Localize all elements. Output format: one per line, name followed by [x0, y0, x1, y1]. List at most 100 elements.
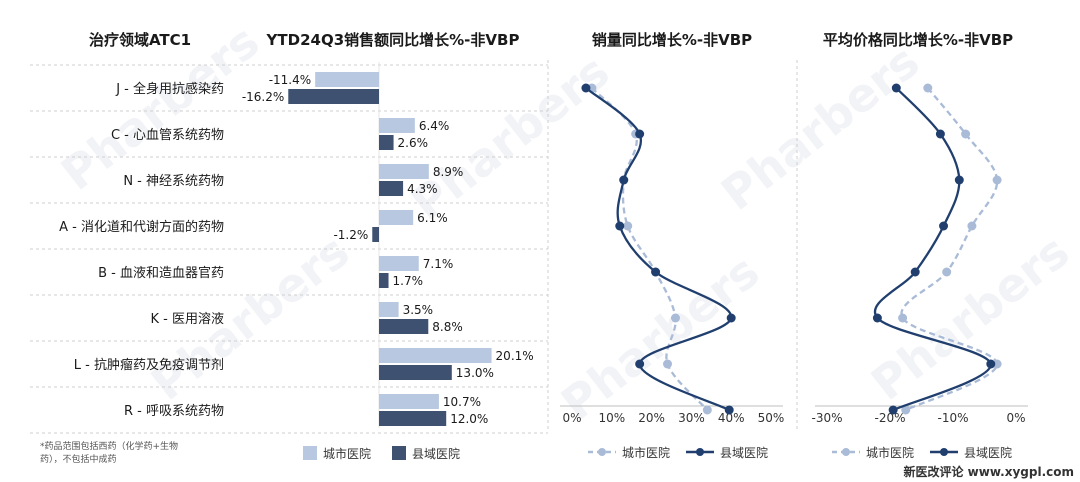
- bar-city: [379, 210, 414, 225]
- category-label: L - 抗肿瘤药及免疫调节剂: [74, 357, 224, 373]
- category-label: B - 血液和造血器官药: [98, 265, 224, 281]
- point-county: [872, 313, 882, 323]
- bar-county: [288, 89, 379, 104]
- category-labels: J - 全身用抗感染药 C - 心血管系统药物 N - 神经系统药物 A - 消化道和…: [59, 81, 224, 419]
- bar-city: [379, 348, 492, 363]
- bar-data-label: 6.4%: [419, 119, 450, 133]
- point-county: [935, 129, 945, 139]
- footnote-line-1: *药品范围包括西药（化学药+生物: [40, 440, 178, 452]
- bar-data-label: 4.3%: [407, 182, 438, 196]
- bar-data-label: 13.0%: [456, 366, 494, 380]
- price-chart: -30% -20% -10% 0%: [811, 83, 1028, 425]
- legend-marker-county: [696, 448, 704, 456]
- bar-data-label: 6.1%: [417, 211, 448, 225]
- bar-city: [379, 256, 419, 271]
- point-city: [901, 405, 911, 415]
- bar-county: [379, 365, 452, 380]
- bar-data-label: 8.8%: [432, 320, 463, 334]
- legend-swatch-city: [303, 446, 317, 460]
- legend-label-city: 城市医院: [866, 445, 914, 460]
- bar-county: [379, 411, 447, 426]
- legend-label-county: 县域医院: [412, 447, 460, 461]
- point-city: [623, 221, 633, 231]
- point-city: [992, 359, 1002, 369]
- bar-county: [372, 227, 379, 242]
- legend-label-county: 县域医院: [964, 446, 1012, 460]
- category-label: N - 神经系统药物: [123, 174, 224, 189]
- point-city: [923, 83, 933, 93]
- bar-city: [379, 302, 399, 317]
- x-tick-label: 30%: [678, 411, 705, 425]
- bar-data-label: 1.7%: [393, 274, 424, 288]
- bar-data-label: 12.0%: [450, 412, 488, 426]
- point-county: [651, 267, 661, 277]
- bar-city: [379, 118, 415, 133]
- bar-data-label: -16.2%: [242, 90, 284, 104]
- source-mark: 新医改评论 www.xygpl.com: [903, 464, 1074, 479]
- x-tick-label: 40%: [718, 411, 745, 425]
- bar-county: [379, 181, 404, 196]
- sales-bars: -11.4% 6.4% 8.9% 6.1% 7.1% 3.5% 20.1% 10.7% -16.…: [242, 62, 534, 428]
- x-tick-label: -20%: [874, 411, 905, 425]
- x-tick-label: -30%: [811, 411, 842, 425]
- header-price: 平均价格同比增长%-非VBP: [823, 31, 1013, 49]
- point-county: [724, 405, 734, 415]
- bar-county: [379, 273, 389, 288]
- bar-county: [379, 319, 429, 334]
- point-county: [939, 221, 949, 231]
- volume-legend: 城市医院 县域医院: [588, 445, 768, 460]
- legend-marker-city: [842, 448, 850, 456]
- bar-county: [379, 135, 394, 150]
- header-sales: YTD24Q3销售额同比增长%-非VBP: [266, 31, 520, 49]
- point-city: [702, 405, 712, 415]
- category-label: A - 消化道和代谢方面的药物: [59, 219, 224, 235]
- price-legend: 城市医院 县域医院: [832, 445, 1012, 460]
- volume-chart: 0% 10% 20% 30% 40% 50%: [560, 83, 785, 425]
- bar-data-label: 7.1%: [423, 257, 454, 271]
- category-label: R - 呼吸系统药物: [124, 404, 224, 419]
- footnote-line-2: 药），不包括中成药: [40, 453, 117, 465]
- legend-label-city: 城市医院: [622, 445, 670, 460]
- legend-label-city: 城市医院: [323, 446, 371, 461]
- legend-swatch-county: [392, 446, 406, 460]
- bar-data-label: 20.1%: [496, 349, 534, 363]
- point-county: [888, 405, 898, 415]
- point-county: [635, 359, 645, 369]
- point-city: [670, 313, 680, 323]
- x-tick-label: 0%: [1006, 411, 1025, 425]
- point-county: [726, 313, 736, 323]
- bar-data-label: -11.4%: [269, 73, 311, 87]
- point-county: [986, 359, 996, 369]
- category-label: J - 全身用抗感染药: [115, 81, 224, 97]
- sales-legend: 城市医院 县域医院: [303, 446, 460, 461]
- point-county: [615, 221, 625, 231]
- legend-marker-city: [598, 448, 606, 456]
- header-volume: 销量同比增长%-非VBP: [592, 31, 752, 49]
- bar-data-label: -1.2%: [333, 228, 368, 242]
- x-tick-label: 50%: [758, 411, 785, 425]
- category-label: K - 医用溶液: [151, 312, 224, 327]
- x-tick-label: 0%: [562, 411, 581, 425]
- watermark-text: Pharbers: [861, 224, 1079, 411]
- bar-city: [379, 394, 439, 409]
- point-county: [910, 267, 920, 277]
- point-city: [898, 313, 908, 323]
- point-city: [967, 221, 977, 231]
- x-tick-label: 20%: [638, 411, 665, 425]
- point-city: [942, 267, 952, 277]
- point-city: [992, 175, 1002, 185]
- point-county: [891, 83, 901, 93]
- watermark-text: Pharbers: [551, 244, 769, 431]
- point-city: [663, 359, 673, 369]
- point-county: [954, 175, 964, 185]
- point-county: [581, 83, 591, 93]
- point-city: [961, 129, 971, 139]
- x-tick-label: 10%: [598, 411, 625, 425]
- bar-data-label: 3.5%: [403, 303, 434, 317]
- point-county: [619, 175, 629, 185]
- legend-label-county: 县域医院: [720, 446, 768, 460]
- point-county: [635, 129, 645, 139]
- row-dividers: [30, 60, 798, 434]
- watermark-text: Pharbers: [711, 34, 929, 221]
